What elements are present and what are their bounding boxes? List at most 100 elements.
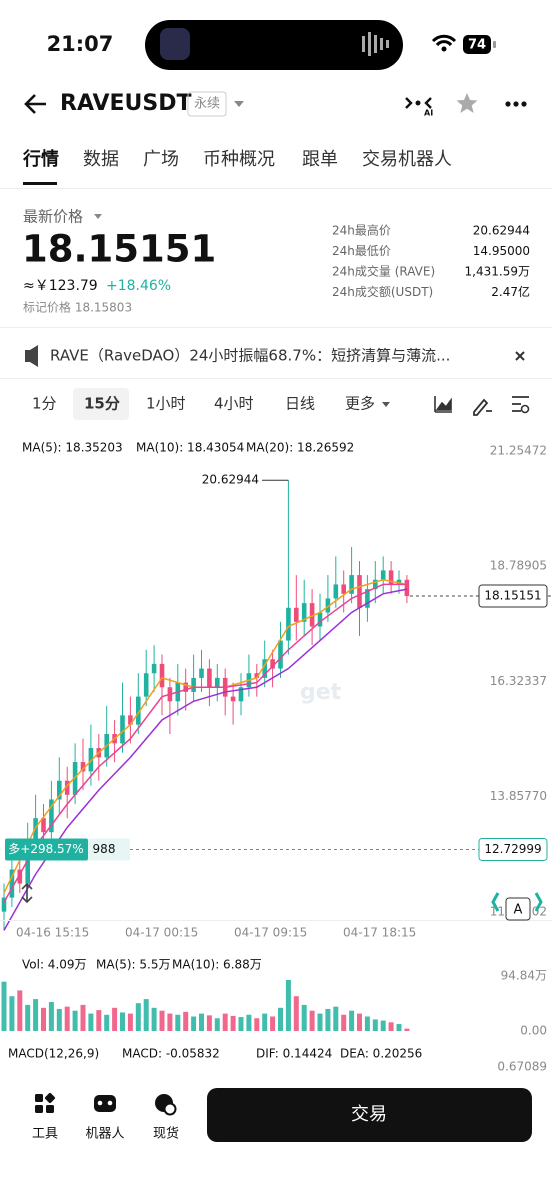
y-tick-label: 13.85770 (490, 789, 547, 803)
candle-body (357, 575, 362, 608)
divider (0, 327, 552, 328)
symbol: RAVEUSDT (60, 91, 192, 116)
volume-bar (309, 1010, 315, 1031)
y-tick-label: 21.25472 (490, 444, 547, 458)
volume-bar (41, 1007, 46, 1031)
volume-tick-label: 0.00 (520, 1024, 547, 1038)
candle-body (333, 584, 339, 599)
candle-body (88, 748, 94, 772)
candle-body (199, 668, 204, 678)
candle-body (349, 575, 354, 594)
candle-body (388, 570, 394, 585)
interval[interactable]: 4小时 (214, 395, 254, 413)
wifi-icon (431, 34, 457, 47)
resize-icon[interactable] (21, 882, 33, 904)
candle-body (49, 799, 54, 833)
draw-icon[interactable] (473, 398, 492, 416)
back-button[interactable] (24, 94, 46, 114)
macd-legend: DIF: 0.14424 (256, 1047, 332, 1061)
volume-bar (349, 1010, 355, 1031)
price-label-caret[interactable] (94, 214, 102, 219)
nav-label[interactable]: 机器人 (85, 1127, 124, 1142)
candle-body (17, 869, 23, 884)
position-price-box (478, 837, 548, 861)
stat-label: 24h最低价 (332, 244, 391, 258)
volume-legend: MA(10): 6.88万 (172, 958, 262, 972)
tab[interactable]: 交易机器人 (362, 149, 452, 170)
divider (0, 378, 552, 379)
candle-body (365, 589, 370, 608)
volume-bar (135, 1003, 141, 1031)
tools-icon[interactable] (35, 1092, 56, 1113)
ma-legend: MA(20): 18.26592 (246, 441, 354, 455)
volume-bar (80, 1004, 86, 1031)
volume-bar (151, 1007, 157, 1031)
nav-label[interactable]: 现货 (153, 1126, 179, 1142)
robot-icon[interactable] (94, 1095, 116, 1112)
tab[interactable]: 跟单 (302, 149, 338, 170)
stat-label: 24h成交量 (RAVE) (332, 264, 435, 279)
ma-legend: MA(5): 18.35203 (22, 441, 123, 455)
volume-bar (206, 1015, 212, 1031)
volume-bar (88, 1013, 94, 1031)
island-album (160, 28, 190, 60)
tab[interactable]: 行情 (22, 148, 59, 170)
volume-bar (33, 999, 39, 1031)
dynamic-island (145, 20, 403, 70)
tab[interactable]: 数据 (83, 149, 119, 170)
candle-body (396, 579, 402, 585)
volume-bar (143, 999, 149, 1031)
candle-body (286, 607, 291, 641)
more-button[interactable] (505, 101, 527, 107)
price-change: +18.46% (106, 278, 171, 294)
trade-button-label: 交易 (351, 1104, 387, 1125)
trade-button[interactable] (207, 1088, 532, 1142)
position-tag[interactable] (5, 838, 88, 861)
y-tick-label: 16.32337 (490, 674, 547, 688)
volume-bar (64, 1006, 70, 1031)
interval[interactable]: 1小时 (146, 395, 186, 413)
candle-body (120, 715, 125, 744)
interval[interactable]: 1分 (32, 395, 57, 413)
tab[interactable]: 币种概况 (203, 149, 275, 170)
x-tick-label: 04-17 00:15 (125, 926, 198, 940)
volume-bar (9, 996, 15, 1031)
volume-bar (120, 1012, 125, 1031)
stat-label: 24h成交额(USDT) (332, 284, 433, 299)
volume-bar (17, 990, 23, 1031)
volume-bar (270, 1016, 276, 1031)
badge-box[interactable] (505, 897, 531, 921)
status-time: 21:07 (47, 32, 114, 56)
interval[interactable]: 更多 (345, 395, 375, 413)
interval[interactable]: 日线 (285, 395, 315, 413)
volume-bar (167, 1013, 173, 1031)
candle-body (207, 668, 212, 688)
candle-body (230, 696, 236, 702)
favorite-button[interactable] (456, 93, 478, 113)
volume-bar (380, 1020, 386, 1031)
candle-body (294, 607, 299, 622)
announcement[interactable]: RAVE（RaveDAO）24小时振幅68.7%：短挤清算与薄流... (50, 347, 450, 365)
robot-eye (107, 1100, 113, 1106)
position-price: 12.72999 (484, 842, 541, 856)
tab[interactable]: 广场 (143, 149, 179, 170)
candle-body (215, 677, 220, 688)
settings-icon[interactable] (512, 396, 529, 412)
interval[interactable]: 15分 (84, 395, 120, 413)
nav-label[interactable]: 工具 (32, 1127, 58, 1142)
candle-body (25, 841, 30, 884)
macd-legend: MACD: -0.05832 (122, 1047, 220, 1061)
candle-body (191, 677, 196, 692)
volume-tick-label: 94.84万 (501, 969, 547, 983)
ai-icon[interactable] (405, 97, 432, 109)
divider (0, 188, 552, 189)
symbol-caret[interactable] (234, 101, 244, 107)
more-caret[interactable] (382, 402, 390, 407)
volume-bar (317, 1013, 323, 1031)
candle-body (151, 663, 157, 674)
chart-style-icon[interactable] (434, 396, 452, 413)
close-announcement[interactable] (515, 351, 525, 361)
candle-body (341, 584, 346, 594)
battery-level: 74 (468, 38, 486, 53)
